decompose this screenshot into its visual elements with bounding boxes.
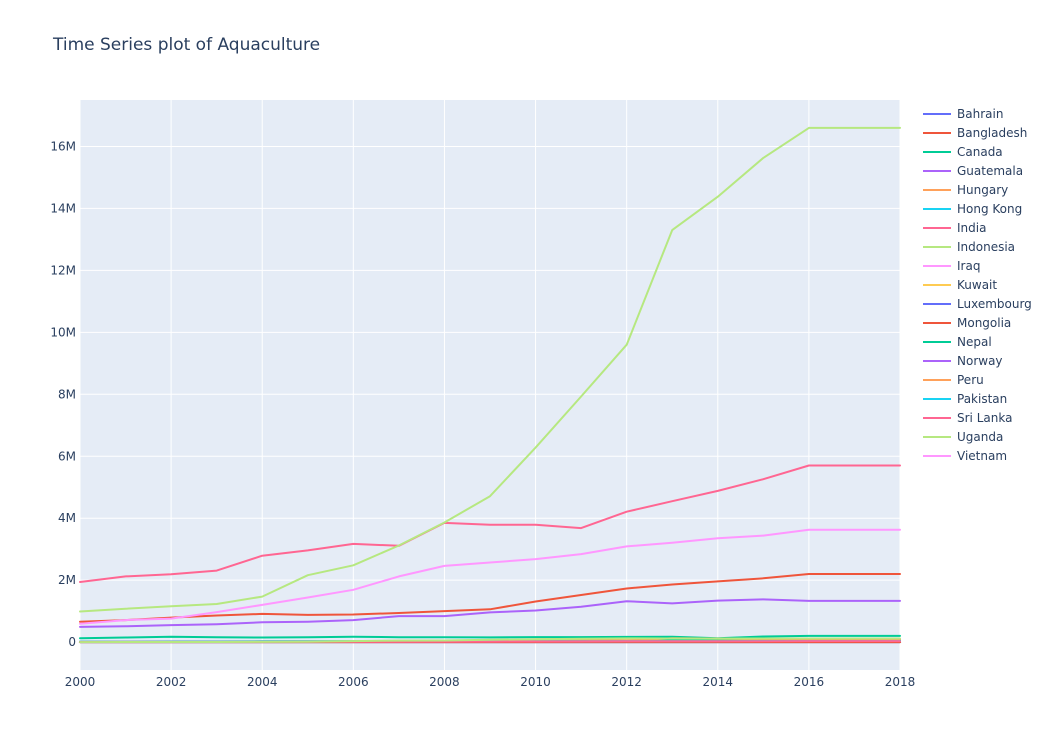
legend-label: Nepal — [957, 335, 992, 349]
legend-label: India — [957, 221, 986, 235]
x-tick-label: 2006 — [338, 675, 369, 689]
y-tick-label: 4M — [58, 511, 76, 525]
chart-title: Time Series plot of Aquaculture — [52, 35, 320, 55]
x-tick-label: 2004 — [247, 675, 278, 689]
legend-label: Indonesia — [957, 240, 1015, 254]
legend-label: Vietnam — [957, 449, 1007, 463]
legend-label: Bahrain — [957, 107, 1003, 121]
legend-item-norway[interactable]: Norway — [923, 354, 1003, 368]
series-line-uganda[interactable] — [79, 637, 901, 644]
legend-item-vietnam[interactable]: Vietnam — [923, 449, 1007, 463]
legend-item-nepal[interactable]: Nepal — [923, 335, 992, 349]
x-tick-label: 2008 — [429, 675, 460, 689]
legend-label: Guatemala — [957, 164, 1023, 178]
legend-label: Uganda — [957, 430, 1003, 444]
legend-label: Pakistan — [957, 392, 1007, 406]
series-line-indonesia[interactable] — [79, 126, 901, 613]
legend-label: Peru — [957, 373, 984, 387]
x-tick-label: 2010 — [520, 675, 551, 689]
series-line-vietnam[interactable] — [79, 528, 901, 625]
legend-label: Mongolia — [957, 316, 1011, 330]
legend-item-india[interactable]: India — [923, 221, 986, 235]
legend-item-guatemala[interactable]: Guatemala — [923, 164, 1023, 178]
legend-label: Canada — [957, 145, 1003, 159]
y-tick-label: 16M — [50, 139, 76, 153]
legend-item-luxembourg[interactable]: Luxembourg — [923, 297, 1032, 311]
legend-item-pakistan[interactable]: Pakistan — [923, 392, 1007, 406]
legend[interactable]: Bahrain Bangladesh Canada Guatemala Hungary H… — [923, 107, 1032, 463]
legend-label: Bangladesh — [957, 126, 1027, 140]
x-tick-label: 2018 — [885, 675, 916, 689]
legend-label: Norway — [957, 354, 1003, 368]
legend-item-canada[interactable]: Canada — [923, 145, 1003, 159]
legend-item-peru[interactable]: Peru — [923, 373, 984, 387]
x-tick-label: 2000 — [65, 675, 96, 689]
legend-label: Hungary — [957, 183, 1008, 197]
y-tick-label: 2M — [58, 573, 76, 587]
legend-item-bangladesh[interactable]: Bangladesh — [923, 126, 1027, 140]
y-axis-ticks: 0 2M 4M 6M 8M 10M 12M 14M 16M — [50, 139, 76, 649]
legend-item-uganda[interactable]: Uganda — [923, 430, 1003, 444]
y-tick-label: 14M — [50, 201, 76, 215]
legend-item-hong-kong[interactable]: Hong Kong — [923, 202, 1022, 216]
legend-item-mongolia[interactable]: Mongolia — [923, 316, 1011, 330]
series-line-bangladesh[interactable] — [79, 573, 901, 623]
legend-item-kuwait[interactable]: Kuwait — [923, 278, 997, 292]
x-axis-ticks: 2000 2002 2004 2006 2008 2010 2012 2014 2016 2018 — [65, 675, 916, 689]
legend-label: Luxembourg — [957, 297, 1032, 311]
x-tick-label: 2014 — [703, 675, 734, 689]
y-tick-label: 8M — [58, 387, 76, 401]
legend-item-sri-lanka[interactable]: Sri Lanka — [923, 411, 1012, 425]
series-lines — [79, 126, 901, 644]
y-tick-label: 0 — [68, 635, 76, 649]
x-tick-label: 2012 — [611, 675, 642, 689]
legend-label: Hong Kong — [957, 202, 1022, 216]
legend-label: Iraq — [957, 259, 980, 273]
y-tick-label: 10M — [50, 325, 76, 339]
series-line-norway[interactable] — [79, 598, 901, 628]
plot-area — [80, 100, 900, 670]
legend-label: Sri Lanka — [957, 411, 1012, 425]
x-tick-label: 2016 — [794, 675, 825, 689]
legend-label: Kuwait — [957, 278, 997, 292]
legend-item-iraq[interactable]: Iraq — [923, 259, 980, 273]
y-tick-label: 6M — [58, 449, 76, 463]
legend-item-indonesia[interactable]: Indonesia — [923, 240, 1015, 254]
series-line-canada[interactable] — [79, 634, 901, 640]
x-tick-label: 2002 — [156, 675, 187, 689]
y-tick-label: 12M — [50, 263, 76, 277]
series-line-india[interactable] — [79, 464, 901, 583]
legend-item-hungary[interactable]: Hungary — [923, 183, 1008, 197]
legend-item-bahrain[interactable]: Bahrain — [923, 107, 1003, 121]
